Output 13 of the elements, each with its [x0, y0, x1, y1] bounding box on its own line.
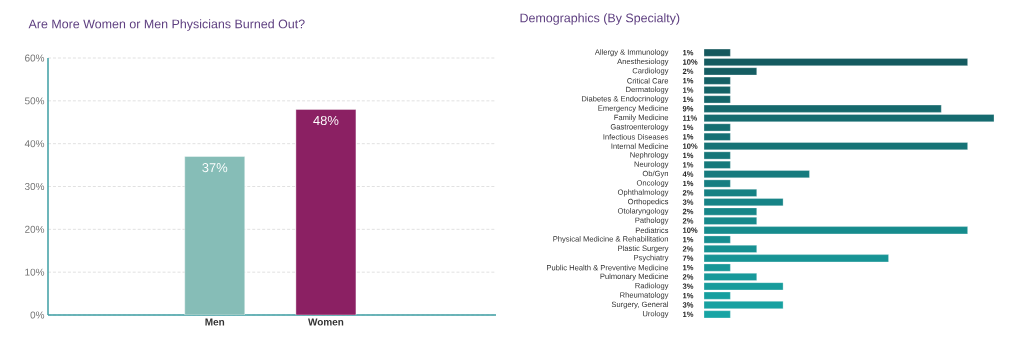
- y-tick-label: 20%: [25, 225, 45, 233]
- y-tick-label: 40%: [24, 140, 45, 148]
- data-label: 37%: [202, 163, 228, 173]
- y-tick-label: 10%: [25, 268, 45, 276]
- x-tick-label: Women: [308, 318, 344, 326]
- y-tick-label: 50%: [24, 97, 45, 105]
- y-tick-label: 0%: [30, 311, 45, 319]
- y-tick-label: 60%: [25, 54, 45, 62]
- data-label: 48%: [313, 115, 339, 126]
- text: Demographics (By Specialty): [520, 13, 680, 25]
- y-tick-label: 30%: [24, 182, 45, 191]
- chart-title: Are More Women or Men Physicians Burned Out?: [28, 19, 305, 31]
- x-tick-label: Men: [205, 318, 225, 326]
